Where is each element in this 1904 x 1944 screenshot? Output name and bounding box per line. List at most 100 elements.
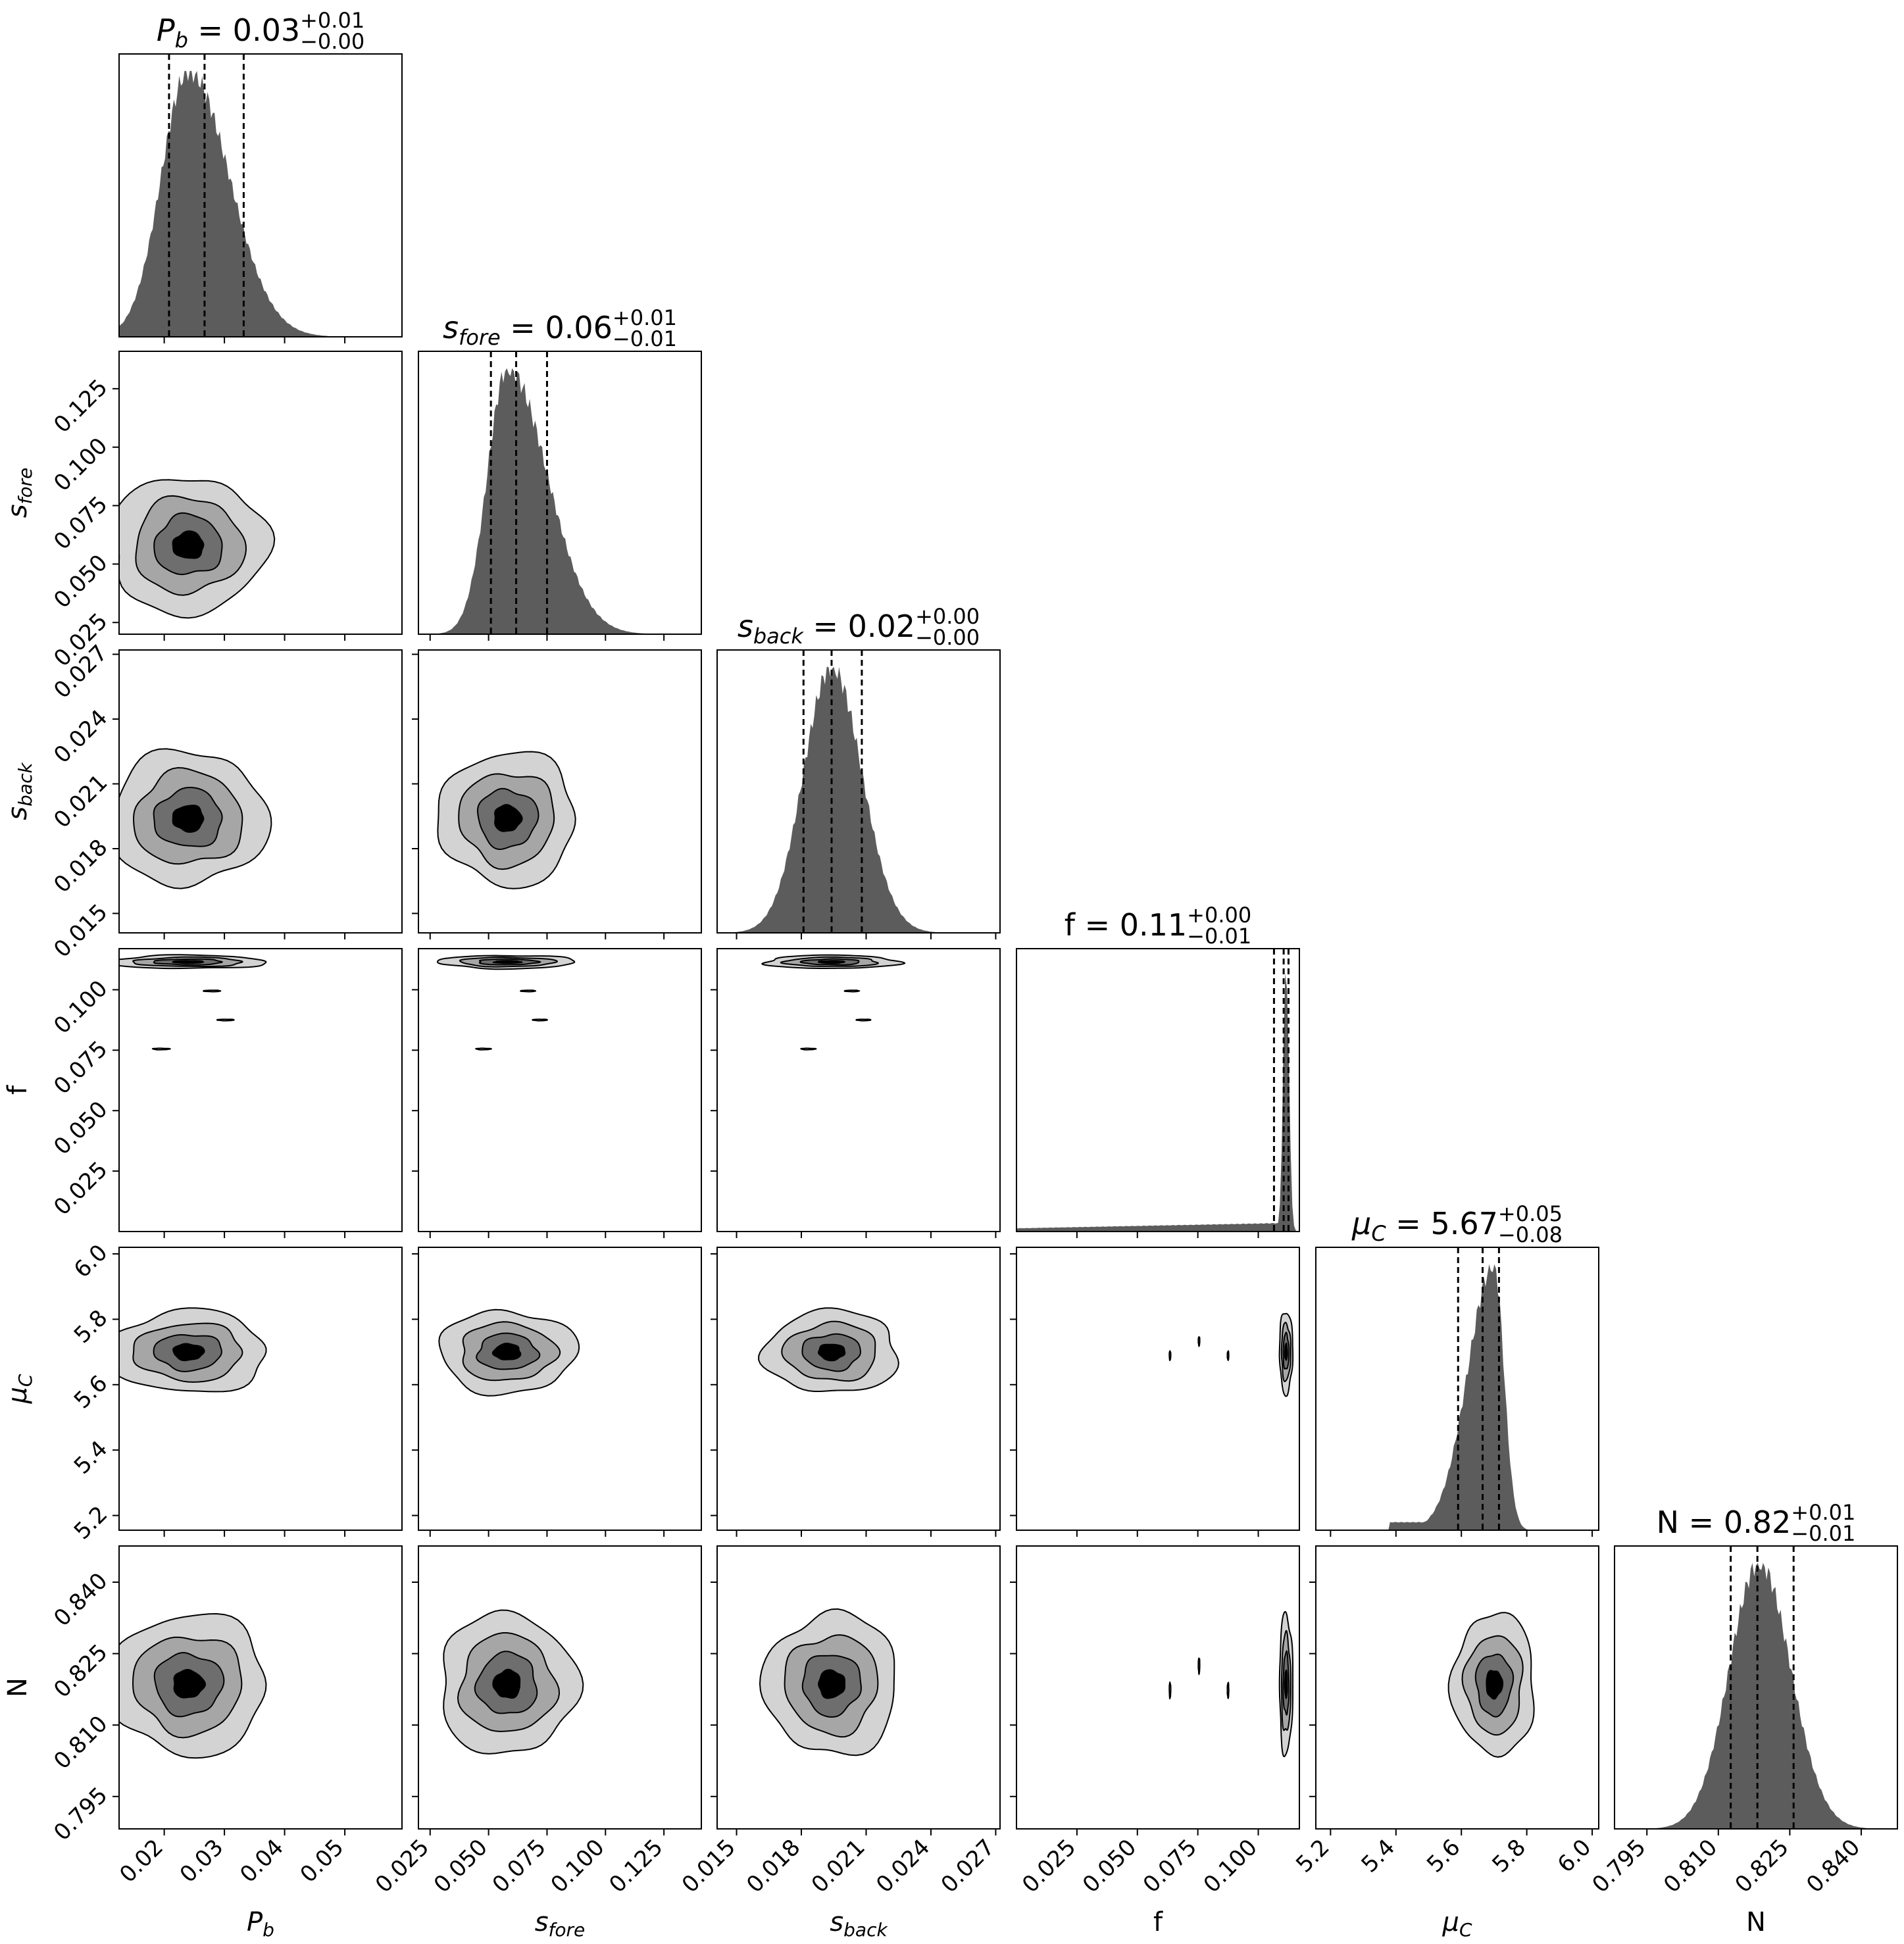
contour-set bbox=[758, 1307, 899, 1392]
panel-title-sback: sback = 0.02+0.00 −0.00 bbox=[738, 604, 980, 650]
y-tick-label-N: 0.825 bbox=[49, 1639, 113, 1703]
axis-symbol: f bbox=[3, 1085, 33, 1095]
title-plus: +0.05 bbox=[1498, 1201, 1563, 1226]
contour-level-4 bbox=[1284, 1342, 1288, 1361]
contour-island bbox=[1168, 1350, 1172, 1361]
axis-symbol-sub: C bbox=[1459, 1919, 1472, 1941]
x-tick-label-N: 0.825 bbox=[1730, 1834, 1794, 1898]
title-minus: −0.08 bbox=[1498, 1222, 1563, 1247]
title-minus: −0.00 bbox=[300, 29, 364, 54]
title-equals: = 0.03 bbox=[188, 12, 300, 48]
contour-island bbox=[474, 1047, 492, 1051]
contour-level-4 bbox=[494, 804, 523, 832]
x-tick-label-muC: 5.6 bbox=[1422, 1834, 1466, 1878]
contour-panel-muC-vs-sfore bbox=[418, 1247, 702, 1531]
title-minus: −0.00 bbox=[915, 625, 980, 650]
title-plus: +0.00 bbox=[915, 604, 980, 629]
contour-island bbox=[1226, 1350, 1230, 1361]
x-tick-label-muC: 5.8 bbox=[1487, 1834, 1531, 1878]
title-equals: = 0.11 bbox=[1075, 907, 1187, 943]
panel-title-Pb: Pb = 0.03+0.01 −0.00 bbox=[157, 8, 364, 54]
y-tick-label-f: 0.025 bbox=[49, 1157, 113, 1220]
x-axis-label-Pb: Pb bbox=[247, 1907, 274, 1941]
x-tick-label-Pb: 0.05 bbox=[295, 1834, 349, 1888]
x-tick-label-sback: 0.015 bbox=[677, 1834, 741, 1898]
y-axis-label-sfore: sfore bbox=[3, 468, 36, 518]
contour-panel-muC-vs-sback bbox=[716, 1247, 1001, 1531]
hist-panel-N: N = 0.82+0.01 −0.01 bbox=[1614, 1500, 1898, 1830]
axes-frame bbox=[118, 1545, 403, 1830]
axes-frame bbox=[118, 948, 403, 1232]
contour-set bbox=[761, 954, 906, 1051]
contour-island bbox=[843, 989, 861, 993]
contour-panel-N-vs-sback bbox=[716, 1545, 1001, 1830]
x-tick-label-f: 0.025 bbox=[1017, 1834, 1081, 1898]
title-symbol: μ bbox=[1351, 1206, 1371, 1241]
y-tick-label-sfore: 0.050 bbox=[49, 549, 113, 613]
contour-set bbox=[119, 954, 267, 1051]
contour-panel-muC-vs-Pb bbox=[118, 1247, 403, 1531]
title-symbol-sub: fore bbox=[459, 325, 501, 350]
contour-panel-f-vs-Pb bbox=[118, 948, 403, 1232]
axes-frame bbox=[1315, 1247, 1599, 1531]
contour-level-4 bbox=[1486, 1670, 1504, 1700]
contour-island bbox=[203, 989, 222, 993]
contour-level-4 bbox=[173, 1668, 207, 1699]
contour-panel-N-vs-muC bbox=[1315, 1545, 1599, 1830]
contour-set bbox=[1168, 1312, 1294, 1397]
y-tick-label-N: 0.840 bbox=[49, 1568, 113, 1632]
y-axis-label-N: N bbox=[3, 1678, 33, 1697]
title-equals: = 0.82 bbox=[1679, 1505, 1791, 1540]
x-tick-label-N: 0.795 bbox=[1587, 1834, 1651, 1898]
x-tick-label-sback: 0.027 bbox=[936, 1834, 1000, 1898]
histogram-sfore bbox=[418, 368, 701, 634]
axis-symbol-sub: b bbox=[263, 1919, 274, 1941]
title-equals: = 0.06 bbox=[501, 310, 613, 345]
contour-level-4 bbox=[172, 960, 205, 964]
histogram-N bbox=[1615, 1562, 1897, 1829]
x-tick-label-N: 0.840 bbox=[1801, 1834, 1865, 1898]
y-axis-label-sback: sback bbox=[3, 762, 36, 820]
axis-symbol-sub: back bbox=[14, 762, 36, 807]
y-tick-label-f: 0.100 bbox=[49, 976, 113, 1039]
y-tick-label-sfore: 0.125 bbox=[49, 374, 113, 438]
x-tick-label-muC: 5.4 bbox=[1357, 1834, 1401, 1878]
y-tick-label-sback: 0.018 bbox=[49, 834, 113, 898]
y-tick-label-muC: 5.8 bbox=[69, 1305, 113, 1349]
y-tick-label-f: 0.050 bbox=[49, 1096, 113, 1160]
contour-panel-N-vs-sfore bbox=[418, 1545, 702, 1830]
contour-level-4 bbox=[818, 1669, 845, 1699]
x-tick-label-Pb: 0.02 bbox=[114, 1834, 168, 1888]
panel-title-muC: μC = 5.67+0.05 −0.08 bbox=[1351, 1201, 1563, 1247]
axes-frame bbox=[418, 649, 702, 934]
x-tick-label-N: 0.810 bbox=[1659, 1834, 1722, 1898]
title-equals: = 0.02 bbox=[803, 609, 915, 644]
axes-frame bbox=[1016, 1545, 1300, 1830]
x-tick-label-Pb: 0.03 bbox=[175, 1834, 229, 1888]
contour-island bbox=[1168, 1681, 1172, 1700]
x-tick-label-sback: 0.024 bbox=[871, 1834, 935, 1898]
x-tick-label-sfore: 0.125 bbox=[604, 1834, 668, 1898]
y-tick-label-muC: 5.2 bbox=[69, 1501, 113, 1545]
contour-island bbox=[1197, 1336, 1201, 1347]
contour-level-4 bbox=[492, 1668, 521, 1699]
contour-island bbox=[1226, 1682, 1230, 1699]
x-axis-label-f: f bbox=[1153, 1907, 1163, 1937]
x-tick-label-muC: 5.2 bbox=[1291, 1834, 1335, 1878]
title-plus: +0.01 bbox=[1791, 1500, 1855, 1525]
x-tick-label-sback: 0.021 bbox=[807, 1834, 870, 1898]
axes-frame bbox=[418, 1545, 702, 1830]
title-equals: = 5.67 bbox=[1386, 1206, 1498, 1241]
y-tick-label-sback: 0.021 bbox=[49, 770, 113, 834]
contour-panel-sback-vs-Pb bbox=[118, 649, 403, 934]
contour-panel-f-vs-sfore bbox=[418, 948, 702, 1232]
contour-panel-sfore-vs-Pb bbox=[118, 351, 403, 635]
title-symbol: N bbox=[1657, 1505, 1679, 1540]
contour-island bbox=[520, 989, 536, 993]
contour-set bbox=[759, 1608, 895, 1757]
contour-set bbox=[436, 955, 576, 1051]
contour-level-4 bbox=[817, 960, 845, 964]
title-symbol: s bbox=[738, 609, 753, 644]
axes-frame bbox=[418, 351, 702, 635]
y-axis-label-f: f bbox=[3, 1085, 33, 1095]
